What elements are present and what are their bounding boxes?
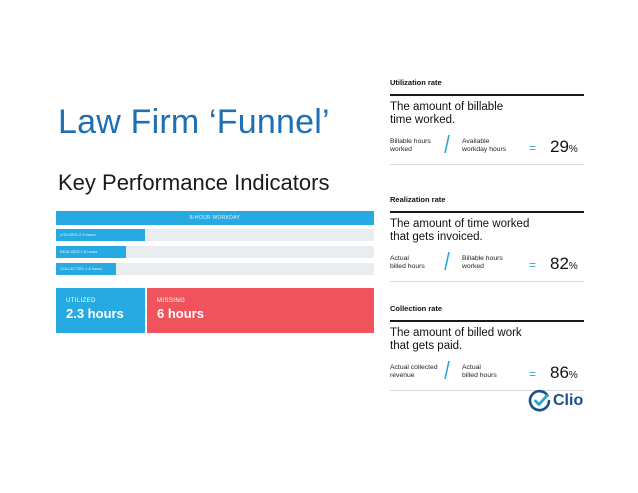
- funnel-row-fill: UTILIZED 2.3 hours: [56, 229, 145, 241]
- kpi-number: 29: [550, 137, 569, 156]
- funnel-row-realized: REALIZED 1.8 hours: [56, 246, 374, 258]
- kpi-value: 86%: [550, 363, 578, 383]
- kpi-number: 86: [550, 363, 569, 382]
- funnel-row-collected: COLLECTED 1.6 hours: [56, 263, 374, 275]
- divider: [390, 320, 584, 322]
- kpi-headline-line: that gets paid.: [390, 340, 463, 352]
- kpi-label: Realization rate: [390, 195, 446, 204]
- formula-denominator: Actual billed hours: [462, 364, 522, 380]
- divide-slash-icon: [444, 134, 450, 154]
- equals-sign: =: [529, 367, 537, 381]
- utilized-value: 2.3 hours: [66, 306, 124, 321]
- numerator-line: Billable hours: [390, 138, 431, 145]
- kpi-unit: %: [568, 144, 578, 155]
- kpi-utilization: Utilization rate The amount of billable …: [390, 78, 584, 165]
- divider: [390, 211, 584, 213]
- funnel-row-fill: COLLECTED 1.6 hours: [56, 263, 116, 275]
- divider: [390, 94, 584, 96]
- kpi-number: 82: [550, 254, 569, 273]
- numerator-line: Actual collected: [390, 364, 438, 371]
- numerator-line: Actual: [390, 255, 409, 262]
- kpi-formula: Actual billed hours Billable hours worke…: [390, 251, 584, 279]
- utilized-caption: UTILIZED: [66, 298, 96, 304]
- numerator-line: revenue: [390, 372, 415, 379]
- kpi-headline-line: that gets invoiced.: [390, 231, 483, 243]
- denominator-line: workday hours: [462, 146, 507, 153]
- checkmark-circle-icon: [528, 389, 551, 412]
- clio-logo: Clio: [528, 389, 588, 415]
- kpi-headline: The amount of time worked that gets invo…: [390, 218, 584, 244]
- missing-caption: MISSING: [157, 298, 186, 304]
- divider: [390, 164, 584, 165]
- numerator-line: worked: [390, 146, 412, 153]
- slide-subtitle: Key Performance Indicators: [58, 170, 330, 195]
- formula-numerator: Billable hours worked: [390, 138, 438, 154]
- formula-numerator: Actual billed hours: [390, 255, 438, 271]
- divide-slash-icon: [444, 251, 450, 271]
- kpi-headline-line: time worked.: [390, 114, 456, 126]
- funnel-row-utilized: UTILIZED 2.3 hours: [56, 229, 374, 241]
- funnel-row-fill: REALIZED 1.8 hours: [56, 246, 126, 258]
- divider: [390, 281, 584, 282]
- kpi-headline: The amount of billed work that gets paid…: [390, 327, 584, 353]
- workday-bar: 8-HOUR WORKDAY: [56, 211, 374, 225]
- kpi-formula: Billable hours worked Available workday …: [390, 134, 584, 162]
- equals-sign: =: [529, 258, 537, 272]
- formula-numerator: Actual collected revenue: [390, 364, 438, 380]
- utilized-block: UTILIZED 2.3 hours: [56, 288, 145, 333]
- formula-denominator: Billable hours worked: [462, 255, 522, 271]
- kpi-label: Collection rate: [390, 304, 443, 313]
- formula-denominator: Available workday hours: [462, 138, 522, 154]
- denominator-line: billed hours: [462, 372, 497, 379]
- denominator-line: Billable hours: [462, 255, 503, 262]
- kpi-headline-line: The amount of billable: [390, 101, 504, 113]
- kpi-formula: Actual collected revenue Actual billed h…: [390, 360, 584, 388]
- kpi-unit: %: [568, 370, 578, 381]
- kpi-label: Utilization rate: [390, 78, 442, 87]
- kpi-unit: %: [568, 261, 578, 272]
- kpi-value: 29%: [550, 137, 578, 157]
- kpi-collection: Collection rate The amount of billed wor…: [390, 304, 584, 391]
- logo-wordmark: Clio: [553, 392, 584, 409]
- kpi-headline-line: The amount of billed work: [390, 327, 522, 339]
- kpi-value: 82%: [550, 254, 578, 274]
- kpi-headline-line: The amount of time worked: [390, 218, 530, 230]
- equals-sign: =: [529, 141, 537, 155]
- denominator-line: worked: [462, 263, 484, 270]
- kpi-realization: Realization rate The amount of time work…: [390, 195, 584, 282]
- hours-summary: UTILIZED 2.3 hours MISSING 6 hours: [56, 288, 374, 333]
- denominator-line: Available: [462, 138, 490, 145]
- missing-block: MISSING 6 hours: [147, 288, 374, 333]
- denominator-line: Actual: [462, 364, 481, 371]
- divider: [390, 390, 584, 391]
- missing-value: 6 hours: [157, 306, 204, 321]
- kpi-headline: The amount of billable time worked.: [390, 101, 584, 127]
- slide-title: Law Firm ‘Funnel’: [58, 103, 330, 141]
- numerator-line: billed hours: [390, 263, 425, 270]
- divide-slash-icon: [444, 360, 450, 380]
- workday-funnel-graphic: 8-HOUR WORKDAY UTILIZED 2.3 hours REALIZ…: [56, 211, 374, 333]
